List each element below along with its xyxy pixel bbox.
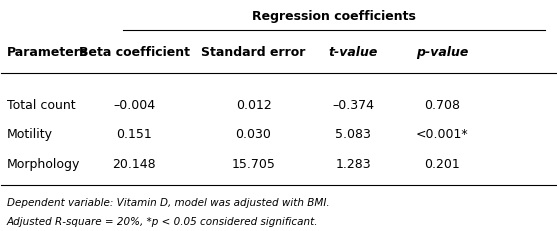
Text: 0.708: 0.708 xyxy=(424,99,460,112)
Text: 15.705: 15.705 xyxy=(232,158,276,171)
Text: Motility: Motility xyxy=(7,128,53,141)
Text: Standard error: Standard error xyxy=(202,46,306,59)
Text: 0.201: 0.201 xyxy=(424,158,460,171)
Text: p-value: p-value xyxy=(416,46,468,59)
Text: Parameters: Parameters xyxy=(7,46,88,59)
Text: 0.012: 0.012 xyxy=(236,99,271,112)
Text: 5.083: 5.083 xyxy=(335,128,372,141)
Text: –0.374: –0.374 xyxy=(333,99,374,112)
Text: 0.151: 0.151 xyxy=(116,128,152,141)
Text: Dependent variable: Vitamin D, model was adjusted with BMI.: Dependent variable: Vitamin D, model was… xyxy=(7,198,330,208)
Text: Adjusted R-square = 20%, *p < 0.05 considered significant.: Adjusted R-square = 20%, *p < 0.05 consi… xyxy=(7,217,319,227)
Text: <0.001*: <0.001* xyxy=(416,128,468,141)
Text: Morphology: Morphology xyxy=(7,158,80,171)
Text: 1.283: 1.283 xyxy=(335,158,371,171)
Text: –0.004: –0.004 xyxy=(113,99,155,112)
Text: t-value: t-value xyxy=(329,46,378,59)
Text: 20.148: 20.148 xyxy=(113,158,156,171)
Text: 0.030: 0.030 xyxy=(236,128,271,141)
Text: Total count: Total count xyxy=(7,99,76,112)
Text: Beta coefficient: Beta coefficient xyxy=(79,46,190,59)
Text: Regression coefficients: Regression coefficients xyxy=(252,10,416,23)
